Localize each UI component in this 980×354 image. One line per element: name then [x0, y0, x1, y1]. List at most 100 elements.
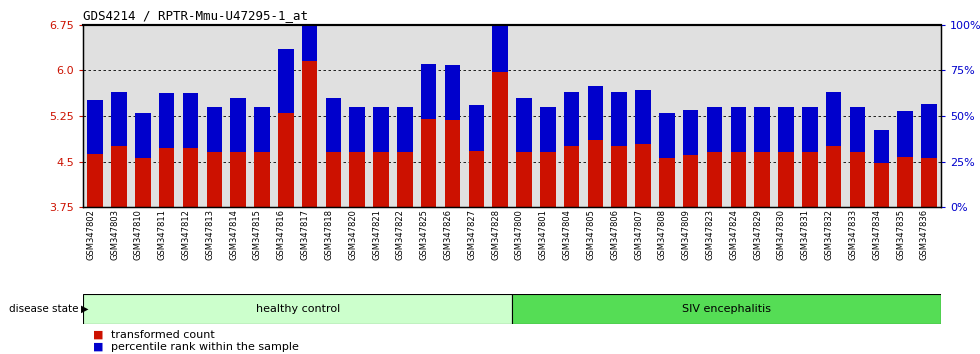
Bar — [516, 98, 532, 152]
Text: GSM347833: GSM347833 — [849, 209, 858, 260]
Bar — [135, 159, 151, 207]
Text: GSM347805: GSM347805 — [586, 209, 596, 260]
Bar — [325, 152, 341, 207]
Bar — [445, 65, 461, 120]
Bar — [707, 152, 722, 207]
Bar — [564, 92, 579, 146]
Bar — [850, 152, 865, 207]
Text: GSM347820: GSM347820 — [348, 209, 358, 260]
Bar — [660, 159, 674, 207]
Text: GSM347826: GSM347826 — [444, 209, 453, 260]
Bar — [373, 152, 389, 207]
Text: GSM347836: GSM347836 — [920, 209, 929, 260]
Bar — [421, 64, 436, 119]
Bar — [373, 107, 389, 152]
Text: SIV encephalitis: SIV encephalitis — [682, 304, 771, 314]
Bar — [512, 294, 941, 324]
Bar — [778, 152, 794, 207]
Text: GSM347806: GSM347806 — [611, 209, 619, 260]
Text: GDS4214 / RPTR-Mmu-U47295-1_at: GDS4214 / RPTR-Mmu-U47295-1_at — [83, 9, 309, 22]
Bar — [325, 98, 341, 152]
Text: GSM347824: GSM347824 — [729, 209, 738, 260]
Text: GSM347803: GSM347803 — [110, 209, 119, 260]
Text: GSM347831: GSM347831 — [801, 209, 809, 260]
Bar — [921, 159, 937, 207]
Bar — [755, 107, 770, 152]
Bar — [802, 152, 817, 207]
Text: GSM347812: GSM347812 — [181, 209, 190, 260]
Bar — [635, 144, 651, 207]
Bar — [826, 146, 842, 207]
Bar — [207, 152, 222, 207]
Text: transformed count: transformed count — [111, 330, 215, 339]
Text: GSM347801: GSM347801 — [539, 209, 548, 260]
Bar — [873, 163, 889, 207]
Text: percentile rank within the sample: percentile rank within the sample — [111, 342, 299, 352]
Text: GSM347811: GSM347811 — [158, 209, 167, 260]
Text: GSM347814: GSM347814 — [229, 209, 238, 260]
Text: ▶: ▶ — [81, 304, 89, 314]
Text: GSM347828: GSM347828 — [491, 209, 500, 260]
Bar — [182, 93, 198, 148]
Bar — [707, 107, 722, 152]
Bar — [588, 86, 603, 140]
Bar — [397, 107, 413, 152]
Bar — [492, 72, 508, 207]
Bar — [898, 111, 912, 157]
Bar — [612, 92, 627, 146]
Bar — [302, 61, 318, 207]
Bar — [778, 107, 794, 152]
Text: GSM347830: GSM347830 — [777, 209, 786, 260]
Text: GSM347802: GSM347802 — [86, 209, 95, 260]
Bar — [921, 104, 937, 159]
Bar — [898, 157, 912, 207]
Bar — [278, 49, 293, 113]
Bar — [731, 107, 746, 152]
Bar — [159, 148, 174, 207]
Bar — [468, 150, 484, 207]
Bar — [83, 294, 512, 324]
Bar — [87, 99, 103, 154]
Text: GSM347829: GSM347829 — [754, 209, 762, 260]
Text: GSM347809: GSM347809 — [682, 209, 691, 260]
Text: GSM347817: GSM347817 — [301, 209, 310, 260]
Bar — [207, 107, 222, 152]
Bar — [278, 113, 293, 207]
Bar — [112, 146, 126, 207]
Bar — [850, 107, 865, 152]
Bar — [421, 119, 436, 207]
Text: GSM347807: GSM347807 — [634, 209, 643, 260]
Bar — [873, 130, 889, 163]
Bar — [397, 152, 413, 207]
Bar — [635, 90, 651, 144]
Text: GSM347835: GSM347835 — [896, 209, 906, 260]
Text: GSM347832: GSM347832 — [824, 209, 834, 260]
Text: GSM347821: GSM347821 — [372, 209, 381, 260]
Bar — [683, 110, 699, 155]
Bar — [230, 152, 246, 207]
Bar — [492, 0, 508, 72]
Bar — [755, 152, 770, 207]
Text: ■: ■ — [93, 342, 107, 352]
Text: GSM347804: GSM347804 — [563, 209, 571, 260]
Text: GSM347808: GSM347808 — [658, 209, 666, 260]
Bar — [112, 92, 126, 146]
Text: GSM347800: GSM347800 — [514, 209, 524, 260]
Bar — [540, 152, 556, 207]
Bar — [516, 152, 532, 207]
Text: healthy control: healthy control — [256, 304, 340, 314]
Bar — [159, 93, 174, 148]
Text: ■: ■ — [93, 330, 107, 339]
Bar — [182, 148, 198, 207]
Bar — [731, 152, 746, 207]
Bar — [350, 152, 365, 207]
Bar — [468, 105, 484, 150]
Bar — [683, 155, 699, 207]
Bar — [254, 152, 270, 207]
Text: GSM347822: GSM347822 — [396, 209, 405, 260]
Bar — [87, 154, 103, 207]
Text: disease state: disease state — [9, 304, 78, 314]
Bar — [445, 120, 461, 207]
Bar — [660, 113, 674, 159]
Text: GSM347818: GSM347818 — [324, 209, 333, 260]
